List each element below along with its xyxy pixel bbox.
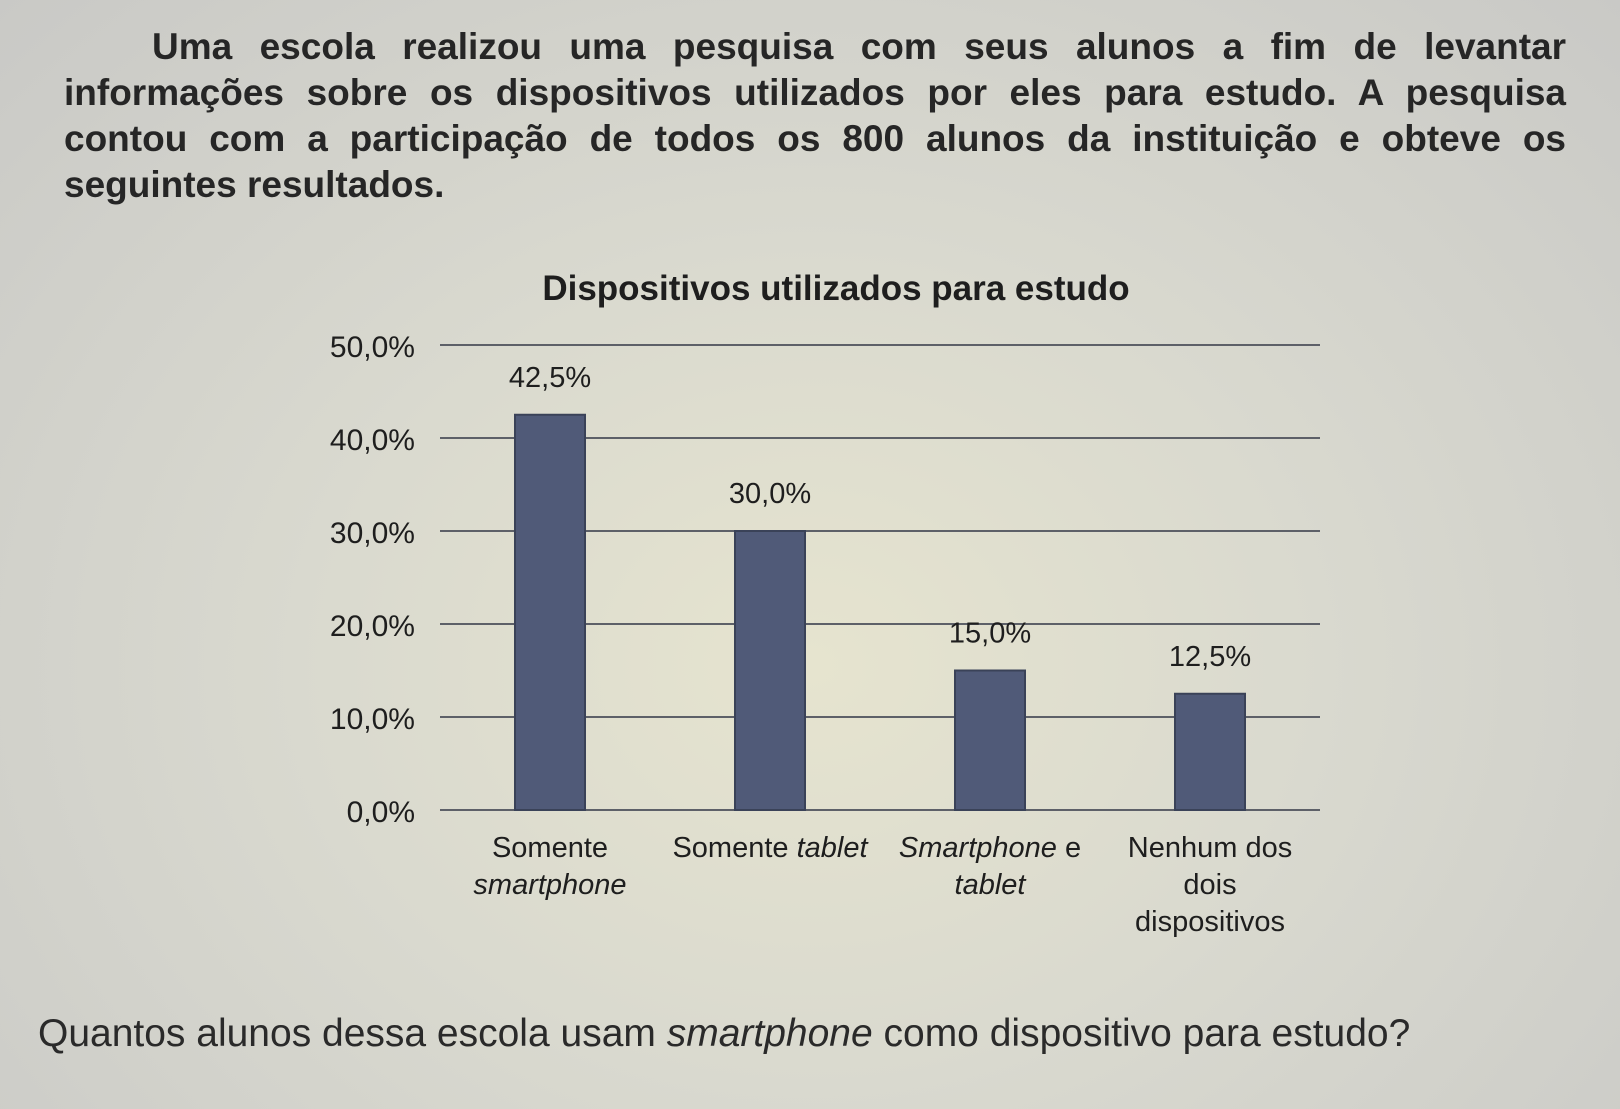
- bar: [954, 669, 1026, 811]
- data-label: 30,0%: [729, 478, 811, 510]
- bar: [1174, 692, 1246, 811]
- question-after: como dispositivo para estudo?: [872, 1012, 1411, 1055]
- x-tick-label: Somente smartphone: [473, 832, 626, 901]
- question-text: Quantos alunos dessa escola usam smartph…: [38, 1012, 1598, 1056]
- y-tick-label: 0,0%: [347, 796, 415, 829]
- x-tick-label: Somente tablet: [672, 832, 869, 864]
- data-label: 15,0%: [949, 618, 1031, 650]
- bar-chart: Dispositivos utilizados para estudo 0,0%…: [330, 269, 1320, 938]
- x-tick-label: Nenhum dos dois dispositivos: [1128, 832, 1292, 938]
- bar: [734, 530, 806, 811]
- bar: [514, 413, 586, 811]
- y-tick-label: 20,0%: [330, 610, 415, 643]
- data-label: 42,5%: [509, 362, 591, 394]
- intro-paragraph: Uma escola realizou uma pesquisa com seu…: [64, 26, 1566, 205]
- y-tick-label: 40,0%: [330, 424, 415, 457]
- y-tick-label: 10,0%: [330, 703, 415, 736]
- chart-title: Dispositivos utilizados para estudo: [542, 269, 1129, 308]
- y-tick-label: 30,0%: [330, 517, 415, 550]
- question-before: Quantos alunos dessa escola usam: [38, 1012, 667, 1055]
- x-tick-label: Smartphone e tablet: [899, 832, 1081, 901]
- data-label: 12,5%: [1169, 641, 1251, 673]
- y-tick-label: 50,0%: [330, 331, 415, 364]
- question-emphasis: smartphone: [666, 1012, 873, 1055]
